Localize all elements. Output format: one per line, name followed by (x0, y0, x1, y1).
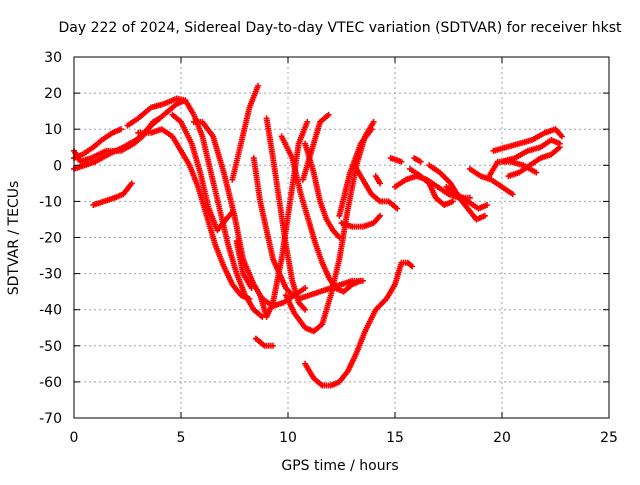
series-arc18 (336, 126, 375, 219)
series-arc26 (406, 165, 456, 209)
data-point (255, 82, 262, 89)
series-arc34 (411, 155, 424, 165)
series-arc23 (302, 259, 416, 389)
y-tick-label: -60 (39, 375, 62, 391)
series-arc28 (443, 183, 491, 212)
series-arc32 (499, 137, 563, 165)
data-point (398, 158, 405, 165)
series-arc8 (229, 82, 262, 183)
series-arc24 (295, 277, 366, 302)
y-tick-label: -70 (39, 411, 62, 427)
data-point (128, 180, 135, 187)
x-tick-label: 10 (279, 430, 297, 446)
series-arc12 (263, 115, 309, 313)
y-tick-label: -50 (39, 339, 62, 355)
series-arc29 (466, 165, 516, 198)
y-tick-label: 30 (44, 50, 62, 66)
y-tick-label: -10 (39, 194, 62, 210)
x-axis-label: GPS time / hours (281, 458, 398, 474)
x-tick-label: 0 (70, 430, 79, 446)
series-arc5 (135, 126, 253, 302)
data-point (302, 306, 309, 313)
series-arc31 (490, 126, 565, 154)
y-tick-label: 20 (44, 86, 62, 102)
data-point (533, 169, 540, 176)
data-point (484, 202, 491, 209)
chart-title: Day 222 of 2024, Sidereal Day-to-day VTE… (59, 20, 622, 36)
x-tick-label: 15 (386, 430, 404, 446)
data-point (377, 212, 384, 219)
series-arc9 (90, 180, 135, 209)
series-arc13 (257, 118, 311, 320)
series-arc4 (124, 95, 266, 320)
data-point (417, 158, 424, 165)
series-arc20 (338, 212, 384, 230)
series-arc6 (169, 111, 236, 234)
y-tick-label: -40 (39, 303, 62, 319)
data-point (394, 205, 401, 212)
data-point (325, 111, 332, 118)
series-arc22 (252, 335, 277, 349)
data-point (368, 126, 375, 133)
data-point (246, 295, 253, 302)
y-tick-label: 0 (53, 158, 62, 174)
series-arc3 (71, 97, 189, 165)
data-point (248, 285, 255, 292)
y-tick-label: -20 (39, 231, 62, 247)
data-layer (71, 82, 565, 389)
data-point (270, 342, 277, 349)
data-point (118, 126, 125, 133)
tick-layer: 0 5 10 15 20 25 -70 -60 -50 -40 -30 -20 -10 0 10 20 30 (39, 50, 618, 446)
data-point (449, 198, 456, 205)
series-arc10 (233, 238, 255, 292)
y-axis-label: SDTVAR / TECUs (6, 181, 22, 296)
x-tick-label: 20 (493, 430, 511, 446)
data-point (304, 118, 311, 125)
series-arc33 (505, 144, 563, 180)
series-arc17 (299, 111, 332, 183)
series-arc19 (351, 162, 401, 212)
data-point (409, 263, 416, 270)
data-point (302, 285, 309, 292)
data-point (481, 212, 488, 219)
series-arc35 (387, 155, 405, 165)
data-point (556, 144, 563, 151)
x-tick-label: 5 (177, 430, 186, 446)
series-arc21 (372, 173, 384, 187)
x-tick-label: 25 (600, 430, 618, 446)
series-arc16 (302, 140, 343, 241)
data-point (558, 133, 565, 140)
data-point (336, 234, 343, 241)
data-point (509, 191, 516, 198)
data-point (377, 180, 384, 187)
data-point (370, 118, 377, 125)
y-tick-label: -30 (39, 267, 62, 283)
y-tick-label: 10 (44, 122, 62, 138)
data-point (359, 277, 366, 284)
